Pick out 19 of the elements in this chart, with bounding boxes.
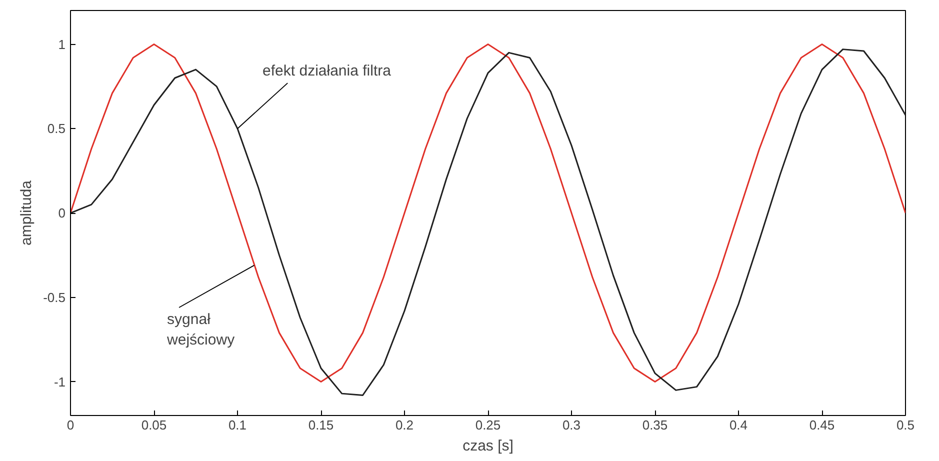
x-tick-label: 0.15 bbox=[308, 418, 334, 432]
x-tick-label: 0.25 bbox=[475, 418, 501, 432]
x-axis-title: czas [s] bbox=[462, 438, 514, 454]
x-tick-label: 0.5 bbox=[896, 418, 915, 432]
y-tick-label: -0.5 bbox=[43, 290, 66, 305]
annotation: sygnał wejściowy bbox=[166, 310, 236, 348]
y-axis-title: amplituda bbox=[18, 180, 36, 246]
x-tick-label: 0.35 bbox=[642, 418, 668, 432]
x-tick-label: 0.4 bbox=[729, 418, 748, 432]
annotation: efekt działania filtra bbox=[262, 62, 392, 80]
y-tick-label: 1 bbox=[58, 36, 66, 52]
y-tick-label: -1 bbox=[54, 374, 66, 390]
y-tick-label: 0.5 bbox=[47, 121, 66, 136]
x-tick-label: 0.1 bbox=[228, 418, 247, 432]
x-tick-label: 0.3 bbox=[562, 418, 581, 432]
y-tick-label: 0 bbox=[58, 206, 66, 220]
x-tick-label: 0.05 bbox=[141, 418, 167, 432]
x-tick-label: 0.45 bbox=[809, 418, 835, 432]
x-tick-label: 0.2 bbox=[395, 418, 414, 432]
